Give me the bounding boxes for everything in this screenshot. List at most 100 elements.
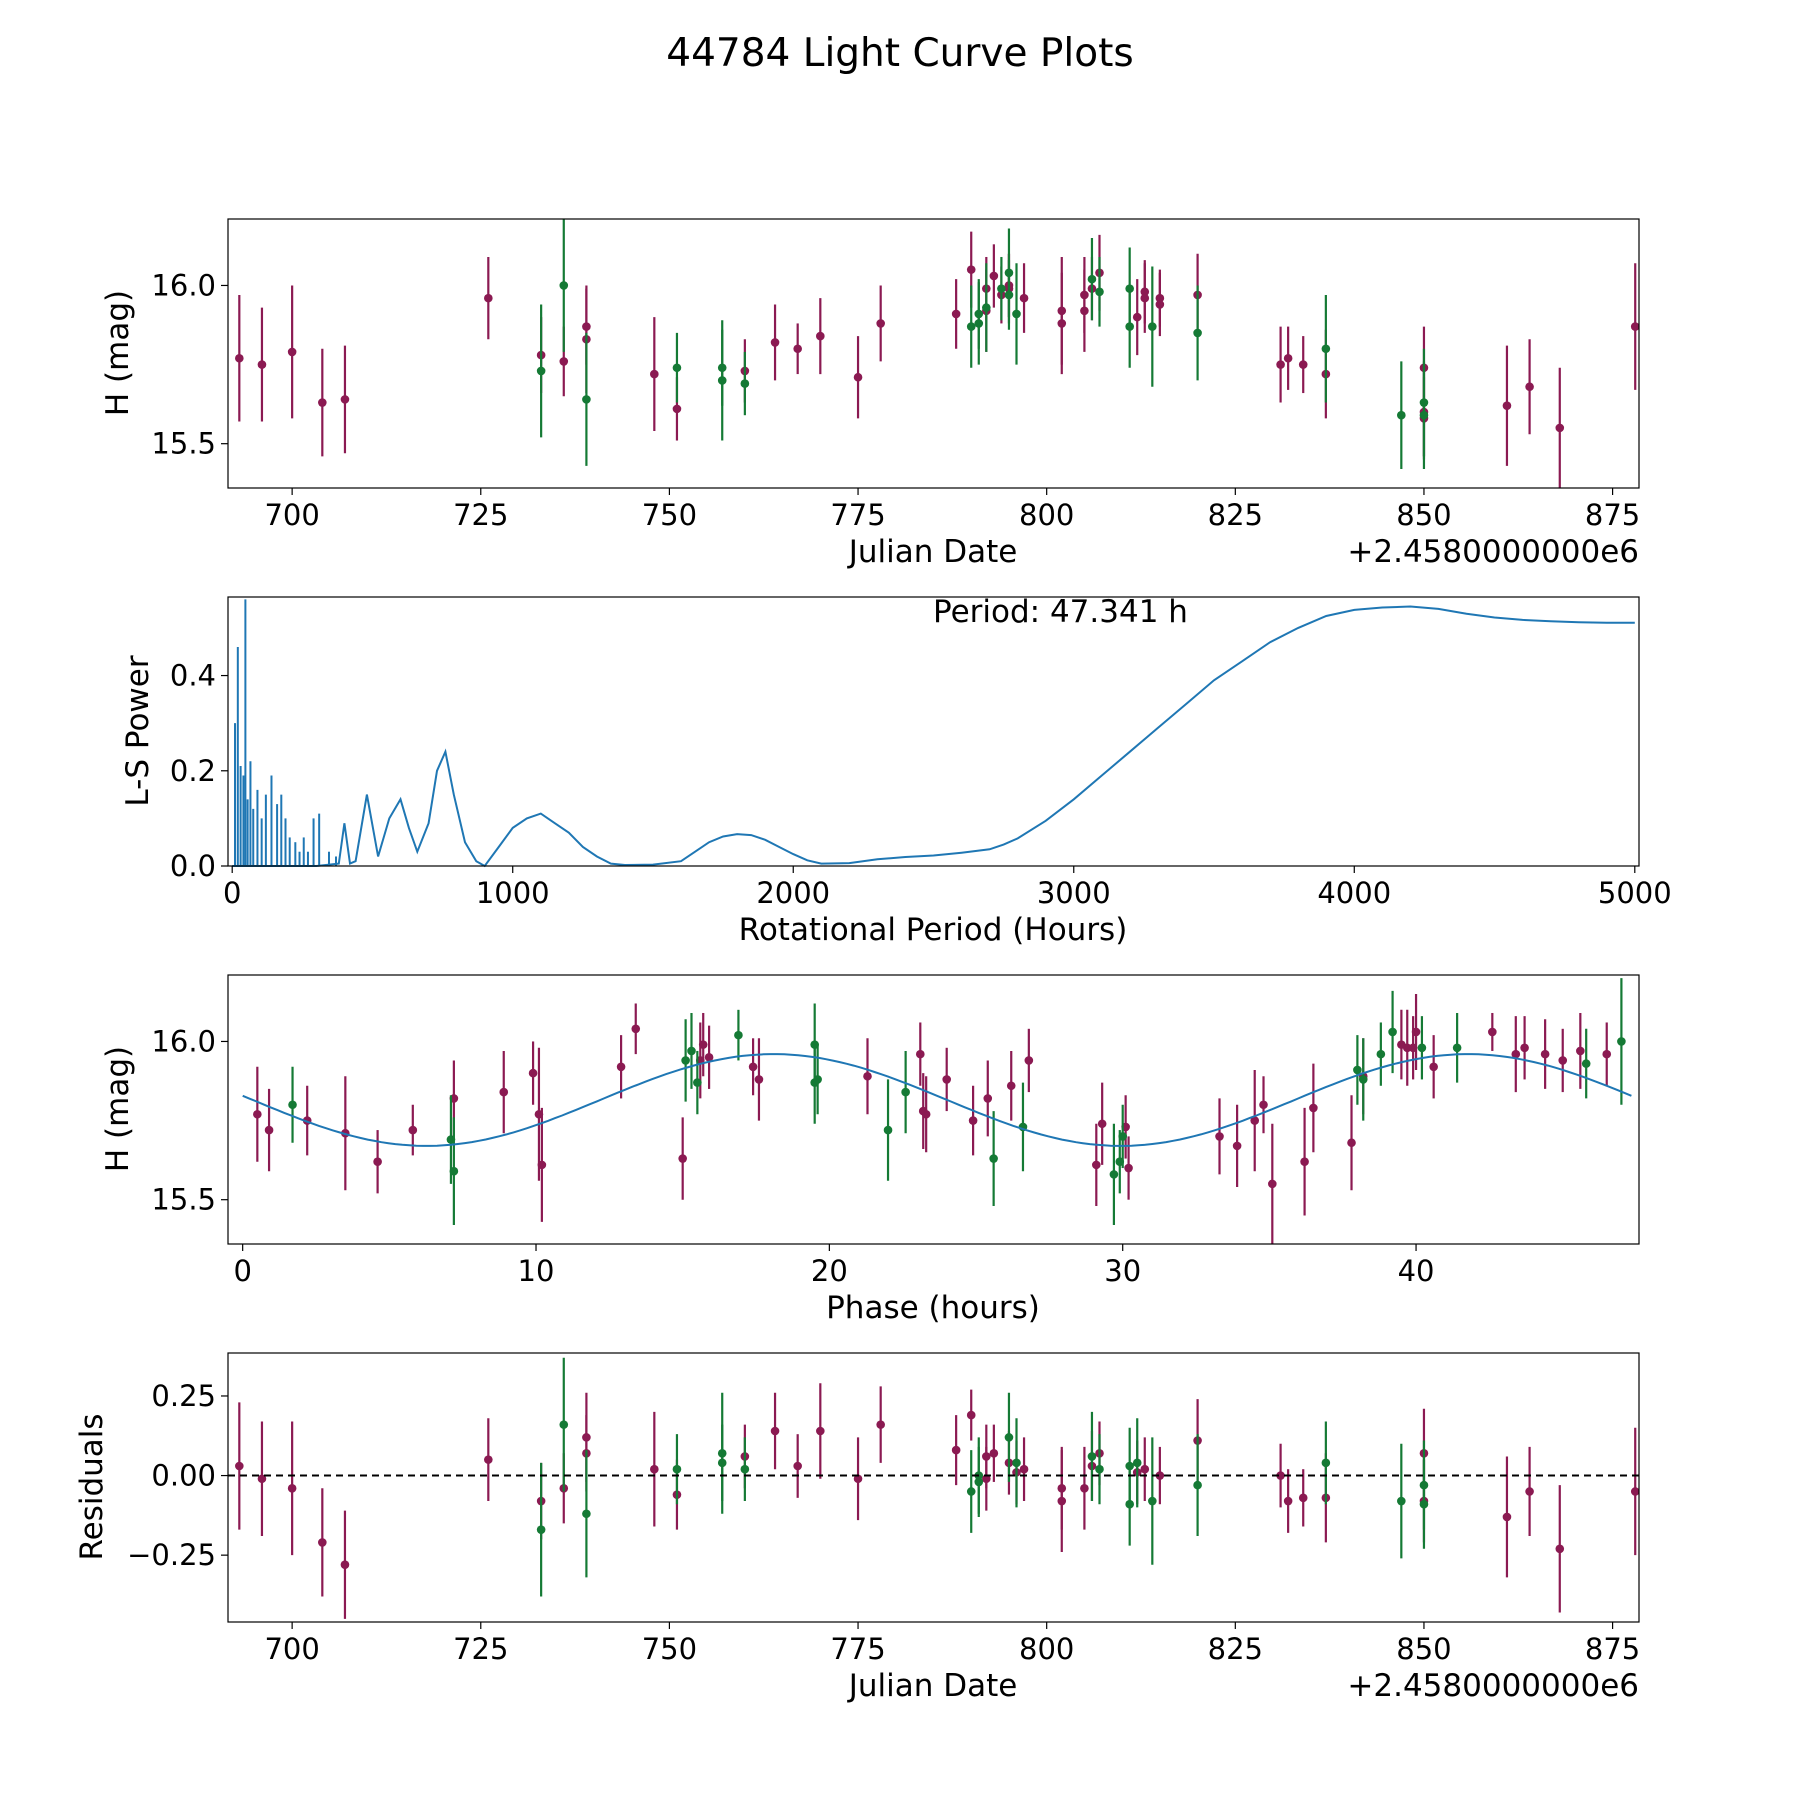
- residuals-point: [672, 1464, 682, 1474]
- phased-curve-point: [681, 1056, 690, 1065]
- residuals-point: [1502, 1512, 1512, 1522]
- light-curve-x-offset: +2.4580000000e6: [1347, 534, 1639, 570]
- residuals-point: [1630, 1487, 1640, 1496]
- residuals-point: [559, 1420, 569, 1429]
- phased-curve-point: [678, 1154, 687, 1163]
- periodogram-xtick-label: 1000: [476, 876, 550, 910]
- residuals-point: [966, 1410, 976, 1420]
- phased-curve-point: [968, 1116, 978, 1125]
- phased-curve-point: [408, 1125, 418, 1135]
- phased-curve-point: [1250, 1116, 1260, 1125]
- light-curve-ytick-label: 15.5: [151, 427, 216, 461]
- phased-curve-point: [1558, 1056, 1568, 1065]
- phased-curve-point: [499, 1087, 509, 1097]
- phased-curve-point: [863, 1071, 872, 1081]
- phased-curve-point: [1006, 1081, 1016, 1091]
- light-curve-point: [1095, 287, 1104, 297]
- phased-curve-point: [1124, 1163, 1133, 1173]
- periodogram-annotation: Period: 47.341 h: [933, 594, 1188, 630]
- light-curve-point: [1321, 344, 1331, 354]
- light-curve-point: [1057, 306, 1067, 316]
- phased-curve-point: [810, 1040, 819, 1049]
- periodogram-ylabel: L-S Power: [120, 655, 156, 806]
- light-curve-point: [582, 322, 591, 331]
- phased-curve-point: [1024, 1056, 1034, 1065]
- light-curve-point: [1193, 328, 1202, 338]
- light-curve-xtick-label: 800: [1019, 498, 1074, 532]
- light-curve-point: [1132, 312, 1142, 322]
- light-curve-xtick-label: 700: [264, 498, 319, 532]
- residuals-point: [1012, 1458, 1021, 1468]
- phased-curve-point: [1452, 1043, 1462, 1053]
- residuals-point: [340, 1560, 350, 1569]
- light-curve-xtick-label: 875: [1585, 498, 1640, 532]
- phased-curve-xtick-label: 30: [1104, 1254, 1141, 1288]
- phased-curve-point: [1520, 1043, 1529, 1053]
- light-curve-xtick-label: 750: [642, 498, 697, 532]
- residuals-ylabel: Residuals: [74, 1413, 110, 1560]
- phased-curve-point: [693, 1078, 702, 1087]
- residuals-point: [1283, 1496, 1293, 1506]
- phased-curve-ylabel: H (mag): [100, 1046, 136, 1172]
- periodogram-xlabel: Rotational Period (Hours): [739, 912, 1128, 948]
- light-curve-xtick-label: 725: [453, 498, 508, 532]
- residuals-point: [1525, 1487, 1534, 1496]
- residuals-x-offset: +2.4580000000e6: [1347, 1668, 1639, 1704]
- light-curve-point: [1087, 274, 1097, 284]
- phased-curve-point: [1268, 1179, 1277, 1189]
- light-curve-point: [1298, 360, 1308, 369]
- phased-curve-point: [1300, 1157, 1309, 1167]
- periodogram-axes-frame: [227, 596, 1640, 867]
- residuals-point: [235, 1461, 244, 1471]
- phased-curve-point: [687, 1046, 696, 1056]
- residuals-xtick-label: 825: [1208, 1632, 1263, 1666]
- residuals-xtick-label: 875: [1585, 1632, 1640, 1666]
- phased-curve-point: [537, 1160, 547, 1170]
- figure-title: 44784 Light Curve Plots: [666, 31, 1133, 76]
- residuals-point: [982, 1474, 991, 1484]
- phased-curve-point: [915, 1049, 925, 1059]
- phased-curve-ytick-label: 16.0: [151, 1024, 216, 1058]
- residuals-point: [287, 1483, 297, 1493]
- residuals-point: [740, 1464, 750, 1474]
- residuals-point: [484, 1455, 493, 1464]
- light-curve-xtick-label: 850: [1396, 498, 1451, 532]
- residuals-point: [717, 1458, 727, 1468]
- phased-curve-point: [989, 1154, 998, 1163]
- residuals-point: [1298, 1493, 1308, 1503]
- phased-curve-point: [754, 1075, 764, 1084]
- light-curve-point: [318, 398, 327, 407]
- phased-curve-point: [1511, 1049, 1521, 1059]
- light-curve-point: [966, 265, 976, 274]
- phased-curve-axes-frame: [227, 974, 1640, 1245]
- light-curve-point: [1140, 293, 1150, 303]
- light-curve-point: [816, 331, 825, 341]
- phased-curve-xtick-label: 10: [518, 1254, 555, 1288]
- residuals-point: [951, 1445, 961, 1455]
- residuals-xlabel: Julian Date: [847, 1668, 1018, 1704]
- phased-curve-point: [1617, 1037, 1626, 1046]
- phased-curve-point: [1259, 1100, 1268, 1110]
- light-curve-axes-frame: [227, 218, 1640, 489]
- residuals-point: [582, 1433, 591, 1442]
- periodogram-ytick-label: 0.4: [170, 659, 216, 693]
- light-curve-ylabel: H (mag): [100, 290, 136, 416]
- residuals-point: [1019, 1464, 1029, 1474]
- phased-curve-point: [1347, 1138, 1356, 1148]
- light-curve-point: [982, 303, 991, 312]
- phased-curve-point: [288, 1100, 297, 1110]
- residuals-point: [1276, 1471, 1285, 1480]
- light-curve-point: [1004, 268, 1014, 278]
- residuals-point: [966, 1487, 976, 1496]
- residuals-axes-frame: [227, 1352, 1640, 1623]
- light-curve-point: [1148, 322, 1157, 331]
- light-curve-point: [672, 363, 682, 373]
- phased-curve-point: [1411, 1027, 1421, 1037]
- periodogram-ytick-label: 0.0: [170, 849, 216, 883]
- residuals-point: [1095, 1464, 1104, 1474]
- light-curve-point: [536, 366, 546, 376]
- periodogram-ytick-label: 0.2: [170, 754, 216, 788]
- light-curve-point: [235, 353, 244, 363]
- light-curve-point: [1525, 382, 1534, 392]
- phased-curve-point: [1358, 1075, 1368, 1084]
